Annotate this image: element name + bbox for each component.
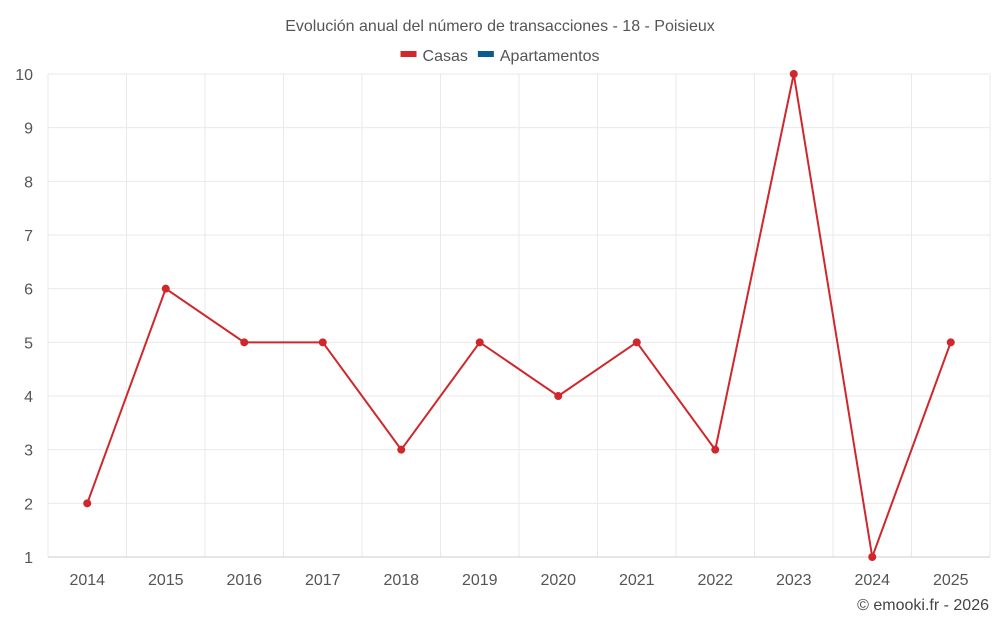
legend-swatch (477, 51, 494, 57)
chart-title: Evolución anual del número de transaccio… (285, 18, 715, 35)
x-tick-label: 2019 (462, 572, 498, 589)
y-axis-ticks: 1 2 3 4 5 6 7 8 9 10 (15, 67, 33, 567)
data-point[interactable] (318, 338, 327, 347)
data-point[interactable] (475, 338, 484, 347)
x-tick-label: 2022 (697, 572, 733, 589)
data-point[interactable] (397, 445, 406, 454)
legend: Casas Apartamentos (400, 48, 600, 65)
x-tick-label: 2025 (933, 572, 969, 589)
series-layer (83, 70, 955, 561)
x-tick-label: 2018 (383, 572, 419, 589)
y-tick-label: 7 (24, 228, 33, 245)
data-point[interactable] (632, 338, 641, 347)
data-point[interactable] (161, 284, 170, 293)
x-axis-ticks: 2014 2015 2016 2017 2018 2019 2020 2021 2022 2023… (69, 572, 968, 589)
legend-item-casas[interactable]: Casas (400, 48, 468, 65)
data-point[interactable] (946, 338, 955, 347)
x-tick-label: 2020 (540, 572, 576, 589)
data-point[interactable] (240, 338, 249, 347)
legend-label: Apartamentos (500, 48, 600, 65)
y-tick-label: 5 (24, 335, 33, 352)
y-tick-label: 3 (24, 443, 33, 460)
y-tick-label: 10 (15, 67, 33, 84)
data-point[interactable] (554, 392, 563, 400)
y-tick-label: 4 (24, 389, 33, 406)
x-tick-label: 2023 (776, 572, 812, 589)
data-point[interactable] (789, 70, 798, 78)
credit-text: © emooki.fr - 2026 (857, 597, 989, 614)
data-point[interactable] (868, 553, 877, 561)
grid (47, 73, 991, 558)
series-line-casas (86, 73, 952, 561)
legend-label: Casas (423, 48, 468, 65)
x-tick-label: 2024 (854, 572, 890, 589)
legend-swatch (400, 51, 417, 57)
x-tick-label: 2016 (226, 572, 262, 589)
x-tick-label: 2017 (305, 572, 341, 589)
y-tick-label: 9 (24, 121, 33, 138)
y-tick-label: 1 (24, 550, 33, 567)
x-tick-label: 2014 (69, 572, 105, 589)
y-tick-label: 8 (24, 174, 33, 191)
legend-item-apartamentos[interactable]: Apartamentos (477, 48, 600, 65)
data-point[interactable] (711, 445, 720, 454)
y-tick-label: 6 (24, 282, 33, 299)
y-tick-label: 2 (24, 496, 33, 513)
x-tick-label: 2015 (148, 572, 184, 589)
data-point[interactable] (83, 499, 92, 508)
x-tick-label: 2021 (619, 572, 655, 589)
